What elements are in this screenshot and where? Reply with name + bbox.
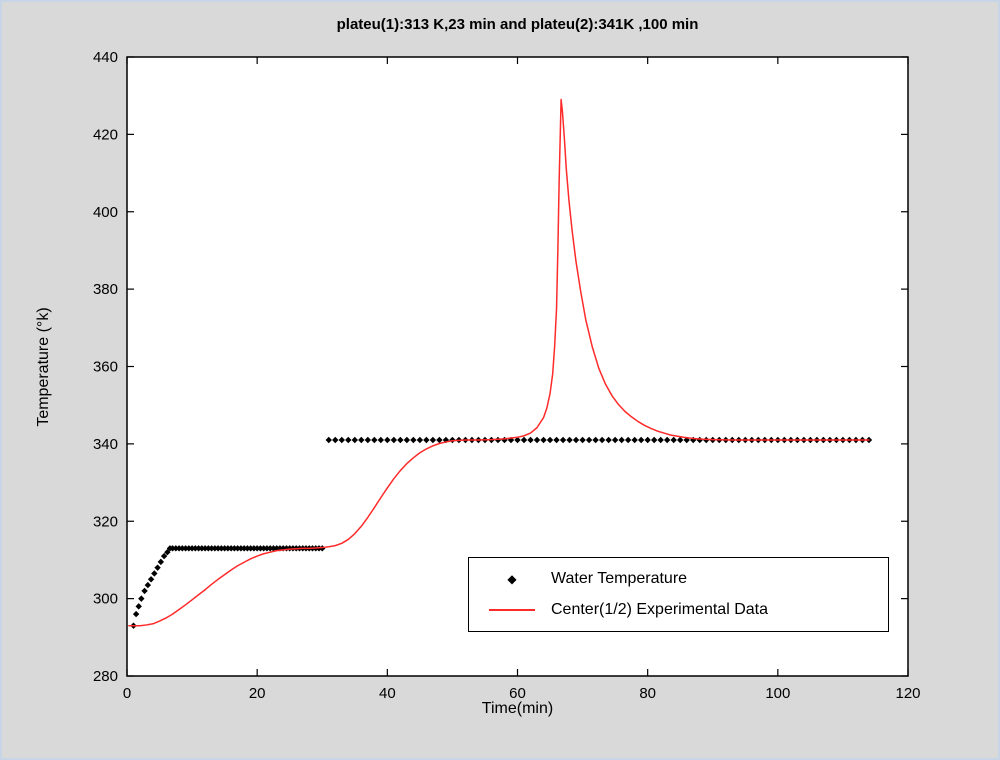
- y-tick-label: 420: [93, 126, 118, 143]
- x-tick-label: 100: [765, 685, 790, 702]
- y-tick-label: 400: [93, 204, 118, 221]
- y-axis-ticks: 280 300 320 340 360 380 400 420 440: [93, 49, 908, 685]
- legend-label-water-temperature: Water Temperature: [551, 570, 688, 588]
- legend-marker-slot: ◆: [483, 573, 541, 585]
- x-tick-label: 80: [639, 685, 656, 702]
- series-center-1-2-experimental-data: [128, 98, 870, 627]
- chart-title: plateu(1):313 K,23 min and plateu(2):341…: [336, 16, 699, 33]
- series-water-temperature: [130, 436, 873, 629]
- x-tick-label: 120: [895, 685, 920, 702]
- x-axis-label: Time(min): [481, 700, 554, 717]
- y-tick-label: 440: [93, 49, 118, 66]
- x-tick-label: 0: [123, 685, 131, 702]
- y-tick-label: 300: [93, 591, 118, 608]
- x-tick-label: 40: [379, 685, 396, 702]
- legend-marker-slot: [483, 608, 541, 611]
- x-tick-label: 20: [249, 685, 266, 702]
- legend: ◆ Water Temperature Center(1/2) Experime…: [468, 557, 889, 632]
- legend-entry-center-experimental-data: Center(1/2) Experimental Data: [483, 601, 888, 619]
- x-tick-label: 60: [509, 685, 526, 702]
- x-axis-ticks: 0 20 40 60 80 100 120: [123, 57, 921, 702]
- legend-entry-water-temperature: ◆ Water Temperature: [483, 570, 888, 588]
- diamond-marker-icon: ◆: [507, 572, 517, 587]
- y-tick-label: 320: [93, 513, 118, 530]
- legend-label-center-experimental-data: Center(1/2) Experimental Data: [551, 600, 768, 618]
- y-tick-label: 360: [93, 359, 118, 376]
- y-tick-label: 380: [93, 281, 118, 298]
- y-tick-label: 340: [93, 436, 118, 453]
- line-marker-icon: [489, 608, 535, 611]
- y-tick-label: 280: [93, 668, 118, 685]
